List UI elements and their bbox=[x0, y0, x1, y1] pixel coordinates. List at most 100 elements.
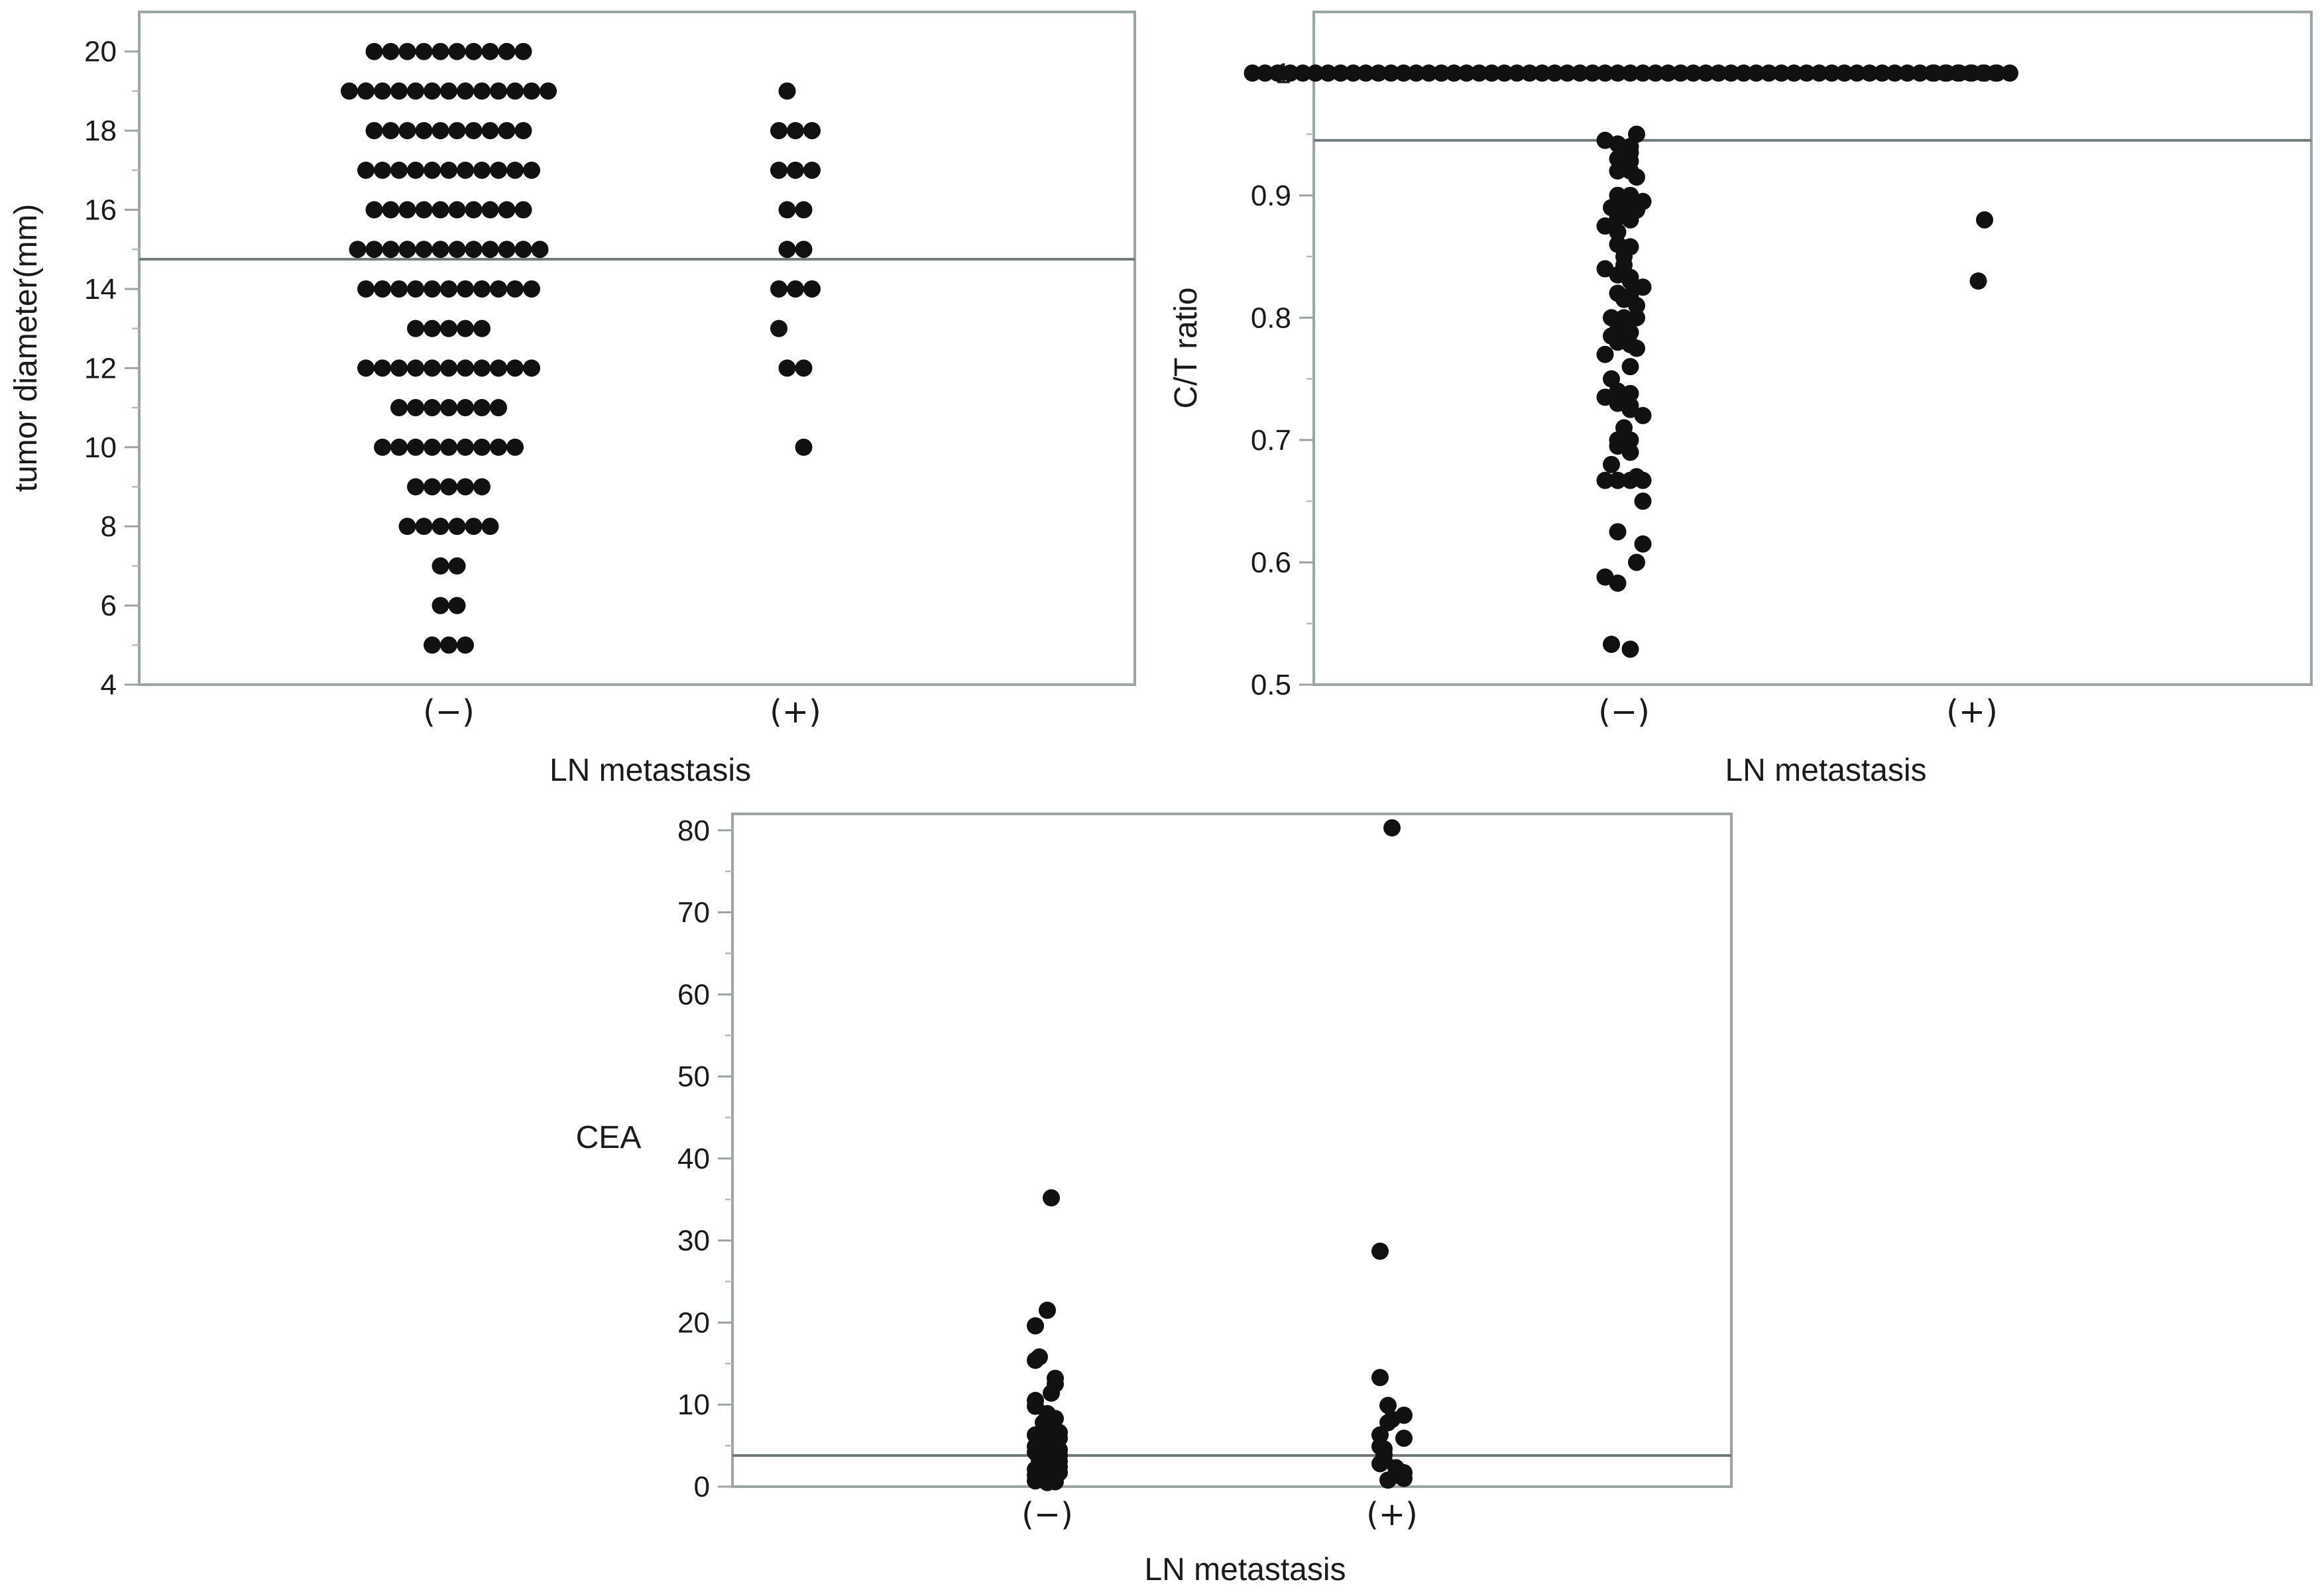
data-point bbox=[473, 478, 491, 496]
data-point bbox=[1379, 1414, 1397, 1432]
data-point bbox=[382, 122, 400, 140]
data-point bbox=[1483, 64, 1501, 82]
data-point bbox=[490, 161, 507, 179]
data-point bbox=[1379, 1471, 1397, 1489]
x-axis-label: LN metastasis bbox=[1725, 753, 1926, 788]
data-point bbox=[506, 161, 524, 179]
data-point bbox=[1281, 64, 1299, 82]
data-point bbox=[457, 636, 474, 654]
y-tick-label: 10 bbox=[677, 1389, 710, 1421]
data-point bbox=[481, 42, 499, 60]
x-axis-label: LN metastasis bbox=[1144, 1552, 1346, 1587]
y-tick-label: 16 bbox=[84, 194, 117, 227]
data-point bbox=[1558, 64, 1576, 82]
y-tick-label: 4 bbox=[101, 669, 117, 701]
data-point bbox=[1634, 64, 1652, 82]
data-point bbox=[1772, 64, 1790, 82]
data-point bbox=[1628, 309, 1645, 327]
data-point bbox=[357, 359, 375, 377]
data-point bbox=[1798, 64, 1816, 82]
data-point bbox=[457, 161, 474, 179]
data-point bbox=[795, 438, 813, 456]
series-positive bbox=[770, 82, 821, 456]
data-point bbox=[1634, 492, 1652, 510]
plot-area bbox=[731, 813, 1733, 1488]
data-point bbox=[1319, 64, 1337, 82]
data-point bbox=[1628, 168, 1645, 186]
data-point bbox=[1379, 1396, 1397, 1414]
data-point bbox=[457, 280, 474, 298]
data-point bbox=[415, 241, 433, 258]
data-point bbox=[374, 438, 391, 456]
data-point bbox=[1027, 1351, 1044, 1369]
data-point bbox=[390, 359, 408, 377]
data-point bbox=[465, 122, 483, 140]
data-point bbox=[473, 359, 491, 377]
chart-panel-3: 0 10 20 30 40 50 60 70 80 (−) (+) LN metastasis CEA bbox=[576, 813, 1733, 1587]
y-tick-label: 12 bbox=[84, 352, 117, 384]
data-point bbox=[398, 42, 416, 60]
data-point bbox=[1647, 64, 1664, 82]
data-point bbox=[365, 42, 383, 60]
data-point bbox=[531, 241, 549, 258]
data-point bbox=[1873, 64, 1891, 82]
data-point bbox=[390, 438, 408, 456]
data-point bbox=[1395, 1469, 1413, 1487]
data-point bbox=[795, 241, 813, 258]
data-point bbox=[778, 201, 796, 219]
data-point bbox=[424, 161, 441, 179]
data-point bbox=[382, 42, 400, 60]
data-point bbox=[1609, 523, 1627, 541]
data-point bbox=[1294, 64, 1312, 82]
data-point bbox=[415, 201, 433, 219]
data-point bbox=[1621, 471, 1639, 489]
data-point bbox=[540, 82, 557, 100]
data-point bbox=[803, 122, 821, 140]
data-point bbox=[1603, 636, 1620, 654]
data-point bbox=[440, 438, 457, 456]
y-tick-label: 0.6 bbox=[1251, 546, 1291, 579]
data-point bbox=[473, 438, 491, 456]
data-point bbox=[506, 438, 524, 456]
data-point bbox=[457, 478, 474, 496]
data-point bbox=[1810, 64, 1828, 82]
category-label: (−) bbox=[423, 693, 475, 730]
data-point bbox=[778, 359, 796, 377]
data-point bbox=[1672, 64, 1690, 82]
y-tick-label: 6 bbox=[101, 590, 117, 622]
data-point bbox=[374, 161, 391, 179]
data-point bbox=[1628, 296, 1645, 314]
data-point bbox=[448, 42, 466, 60]
data-point bbox=[1621, 323, 1639, 341]
y-tick-label: 0.7 bbox=[1251, 424, 1291, 457]
data-point bbox=[1621, 211, 1639, 229]
data-point bbox=[1848, 64, 1866, 82]
data-point bbox=[1911, 64, 1929, 82]
y-tick-label: 60 bbox=[677, 978, 710, 1011]
data-point bbox=[357, 280, 375, 298]
data-point bbox=[1445, 64, 1463, 82]
data-point bbox=[795, 201, 813, 219]
chart-panel-1: 4 6 8 10 12 14 16 18 20 (−) (+) LN metastasis tumor … bbox=[9, 11, 1136, 788]
data-point bbox=[514, 241, 532, 258]
data-point bbox=[448, 557, 466, 575]
data-point bbox=[440, 319, 457, 337]
data-point bbox=[415, 518, 433, 536]
data-point bbox=[465, 201, 483, 219]
data-point bbox=[514, 122, 532, 140]
data-point bbox=[787, 280, 804, 298]
y-tick-label: 20 bbox=[677, 1306, 710, 1339]
data-point bbox=[398, 241, 416, 258]
data-point bbox=[1043, 1384, 1060, 1402]
data-point bbox=[390, 82, 408, 100]
data-point bbox=[506, 280, 524, 298]
data-point bbox=[1596, 64, 1614, 82]
data-point bbox=[1383, 819, 1401, 837]
data-point bbox=[1357, 64, 1375, 82]
data-point bbox=[1609, 471, 1627, 489]
data-point bbox=[457, 438, 474, 456]
data-point bbox=[440, 359, 457, 377]
data-point bbox=[448, 201, 466, 219]
data-point bbox=[1659, 64, 1677, 82]
